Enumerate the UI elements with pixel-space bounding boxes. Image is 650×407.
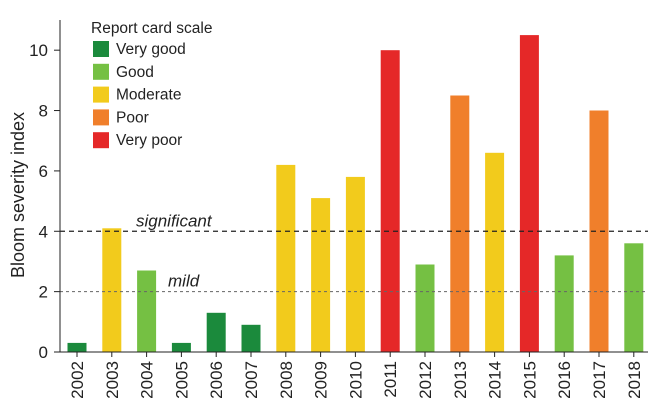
x-tick-label-2003: 2003 [103,361,122,399]
x-tick-label-2012: 2012 [416,361,435,399]
legend-swatch-very_poor [93,132,109,149]
bar-2009 [311,198,331,352]
legend-swatch-poor [93,109,109,126]
bar-2006 [206,312,226,352]
bar-2015 [519,35,539,352]
legend-swatch-very_good [93,41,109,57]
x-tick-label-2004: 2004 [138,361,157,399]
legend-label-moderate: Moderate [116,87,181,104]
legend-label-poor: Poor [116,109,149,126]
x-tick-label-2018: 2018 [625,361,644,399]
bar-2012 [415,264,435,352]
axes-group: 0 2 4 6 8 10 2002 2003 2004 2005 2006 2007 2008 2009 2… [29,20,648,399]
x-tick-label-2010: 2010 [346,361,365,399]
legend-swatch-moderate [93,86,109,103]
x-tick-label-2002: 2002 [68,361,87,399]
bar-2010 [345,176,365,352]
x-tick-label-2008: 2008 [277,361,296,399]
bar-2008 [276,164,296,352]
x-tick-label-2006: 2006 [207,361,226,399]
x-tick-label-2017: 2017 [590,361,609,399]
x-tick-label-2007: 2007 [242,361,261,399]
bar-2013 [450,95,470,352]
bar-2014 [485,152,505,352]
bar-2002 [67,342,87,352]
x-tick-label-2005: 2005 [172,361,191,399]
threshold-label-significant: significant [136,211,213,230]
y-tick-label-6: 6 [39,162,48,181]
bar-2018 [624,243,644,352]
legend-label-very_good: Very good [116,41,186,58]
y-tick-label-8: 8 [39,102,48,121]
bar-2004 [137,270,157,352]
legend: Report card scale Very good Good Moderate P… [91,20,212,149]
threshold-label-mild: mild [168,272,200,291]
y-tick-label-10: 10 [29,41,48,60]
x-tick-label-2013: 2013 [451,361,470,399]
bar-2005 [171,342,191,352]
x-tick-label-2015: 2015 [520,361,539,399]
legend-label-good: Good [116,64,154,81]
x-tick-label-2014: 2014 [486,361,505,399]
y-axis-title: Bloom severity index [8,112,28,278]
y-tick-label-0: 0 [39,343,48,362]
bar-2011 [380,50,400,352]
x-tick-label-2016: 2016 [555,361,574,399]
bars-group [67,35,644,352]
legend-label-very_poor: Very poor [116,132,182,149]
bar-2003 [102,228,122,352]
x-tick-label-2009: 2009 [312,361,331,399]
bar-2007 [241,324,261,352]
bar-2016 [554,255,574,352]
threshold-lines: significant mild [60,211,648,293]
legend-title: Report card scale [91,20,212,37]
y-tick-label-2: 2 [39,283,48,302]
y-tick-label-4: 4 [39,222,48,241]
x-tick-label-2011: 2011 [381,361,400,398]
legend-swatch-good [93,63,109,80]
